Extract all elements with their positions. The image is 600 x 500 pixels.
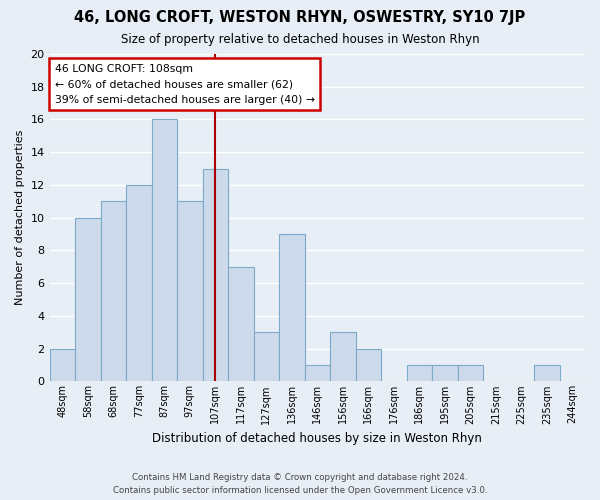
Text: 46 LONG CROFT: 108sqm
← 60% of detached houses are smaller (62)
39% of semi-deta: 46 LONG CROFT: 108sqm ← 60% of detached … [55,64,315,105]
Bar [177,202,203,382]
Bar [305,365,330,382]
Bar [534,365,560,382]
Bar [279,234,305,382]
Text: Contains HM Land Registry data © Crown copyright and database right 2024.
Contai: Contains HM Land Registry data © Crown c… [113,474,487,495]
Bar [126,185,152,382]
Bar [152,120,177,382]
Text: Size of property relative to detached houses in Weston Rhyn: Size of property relative to detached ho… [121,32,479,46]
Bar [254,332,279,382]
Bar [75,218,101,382]
Bar [330,332,356,382]
Bar [432,365,458,382]
Text: 46, LONG CROFT, WESTON RHYN, OSWESTRY, SY10 7JP: 46, LONG CROFT, WESTON RHYN, OSWESTRY, S… [74,10,526,25]
Bar [458,365,483,382]
Bar [50,348,75,382]
Bar [203,168,228,382]
Bar [407,365,432,382]
Bar [228,267,254,382]
Bar [101,202,126,382]
Y-axis label: Number of detached properties: Number of detached properties [15,130,25,306]
Bar [356,348,381,382]
X-axis label: Distribution of detached houses by size in Weston Rhyn: Distribution of detached houses by size … [152,432,482,445]
